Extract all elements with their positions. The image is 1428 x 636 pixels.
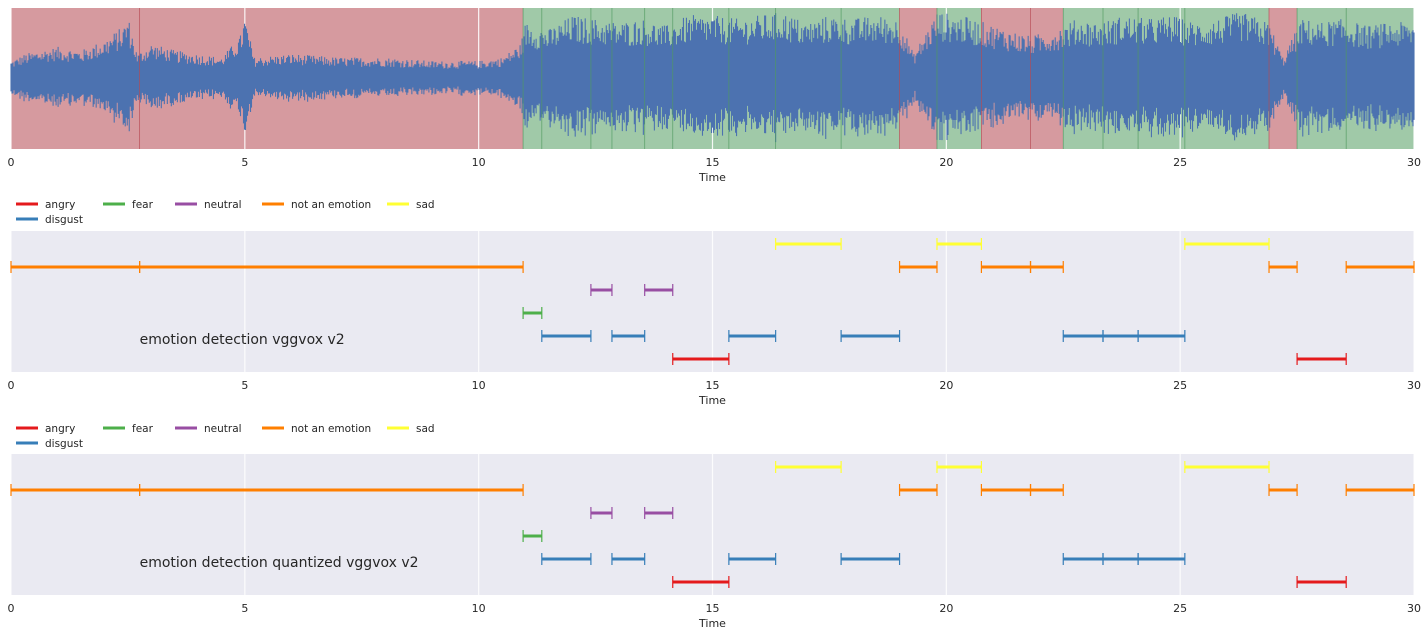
x-tick-label: 20 [939,379,953,392]
x-tick-label: 15 [706,156,720,169]
x-tick-label: 0 [8,379,15,392]
x-tick-label: 30 [1407,602,1421,615]
legend-label: fear [132,423,154,435]
x-tick-label: 20 [939,156,953,169]
x-tick-label: 0 [8,156,15,169]
timeline-panel-2: emotion detection quantized vggvox v2 ang… [8,423,1422,630]
waveform-trace [10,13,1415,143]
legend-label: angry [45,199,75,211]
x-tick-label: 15 [706,602,720,615]
timeline-panel-1: emotion detection vggvox v2 angry disgust f… [8,199,1422,407]
x-tick-label: 10 [472,379,486,392]
x-tick-label: 25 [1173,379,1187,392]
x-tick-label: 30 [1407,156,1421,169]
legend: angry disgust fear neutral not an emotion sad [16,199,435,226]
x-axis-label: Time [698,171,726,184]
x-tick-label: 5 [241,379,248,392]
x-tick-label: 10 [472,156,486,169]
legend-label: disgust [45,438,83,450]
legend-label: not an emotion [291,199,371,211]
legend-label: sad [416,423,435,435]
x-tick-label: 25 [1173,602,1187,615]
panel-annotation: emotion detection vggvox v2 [140,332,345,348]
legend-label: angry [45,423,75,435]
x-tick-label: 25 [1173,156,1187,169]
x-tick-label: 15 [706,379,720,392]
x-tick-label: 30 [1407,379,1421,392]
x-axis-label: Time [698,617,726,630]
x-tick-label: 5 [241,156,248,169]
x-axis-label: Time [698,394,726,407]
legend-label: neutral [204,199,242,211]
x-tick-label: 20 [939,602,953,615]
x-tick-label: 10 [472,602,486,615]
legend-label: sad [416,199,435,211]
legend-label: disgust [45,214,83,226]
legend: angry disgust fear neutral not an emotion sad [16,423,435,450]
x-tick-label: 0 [8,602,15,615]
legend-label: fear [132,199,154,211]
waveform-panel: 0 5 10 15 20 25 30 Time [8,8,1421,184]
panel-annotation: emotion detection quantized vggvox v2 [140,555,419,571]
x-tick-label: 5 [241,602,248,615]
legend-label: neutral [204,423,242,435]
legend-label: not an emotion [291,423,371,435]
